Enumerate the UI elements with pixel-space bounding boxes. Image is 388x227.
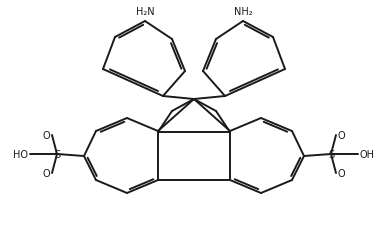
Text: OH: OH xyxy=(360,149,375,159)
Text: O: O xyxy=(42,168,50,178)
Text: S: S xyxy=(328,149,334,159)
Text: O: O xyxy=(338,131,346,140)
Text: H₂N: H₂N xyxy=(136,7,154,17)
Text: O: O xyxy=(42,131,50,140)
Text: O: O xyxy=(338,168,346,178)
Text: HO: HO xyxy=(13,149,28,159)
Text: NH₂: NH₂ xyxy=(234,7,252,17)
Text: S: S xyxy=(54,149,60,159)
